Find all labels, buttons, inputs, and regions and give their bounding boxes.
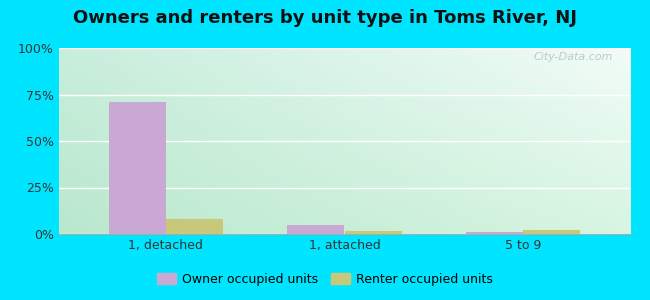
Text: City-Data.com: City-Data.com xyxy=(534,52,614,62)
Bar xyxy=(466,232,523,234)
Text: Owners and renters by unit type in Toms River, NJ: Owners and renters by unit type in Toms … xyxy=(73,9,577,27)
Legend: Owner occupied units, Renter occupied units: Owner occupied units, Renter occupied un… xyxy=(152,268,498,291)
Bar xyxy=(166,219,223,234)
Bar xyxy=(344,231,402,234)
Bar xyxy=(109,102,166,234)
Bar xyxy=(287,225,344,234)
Bar xyxy=(523,230,580,234)
